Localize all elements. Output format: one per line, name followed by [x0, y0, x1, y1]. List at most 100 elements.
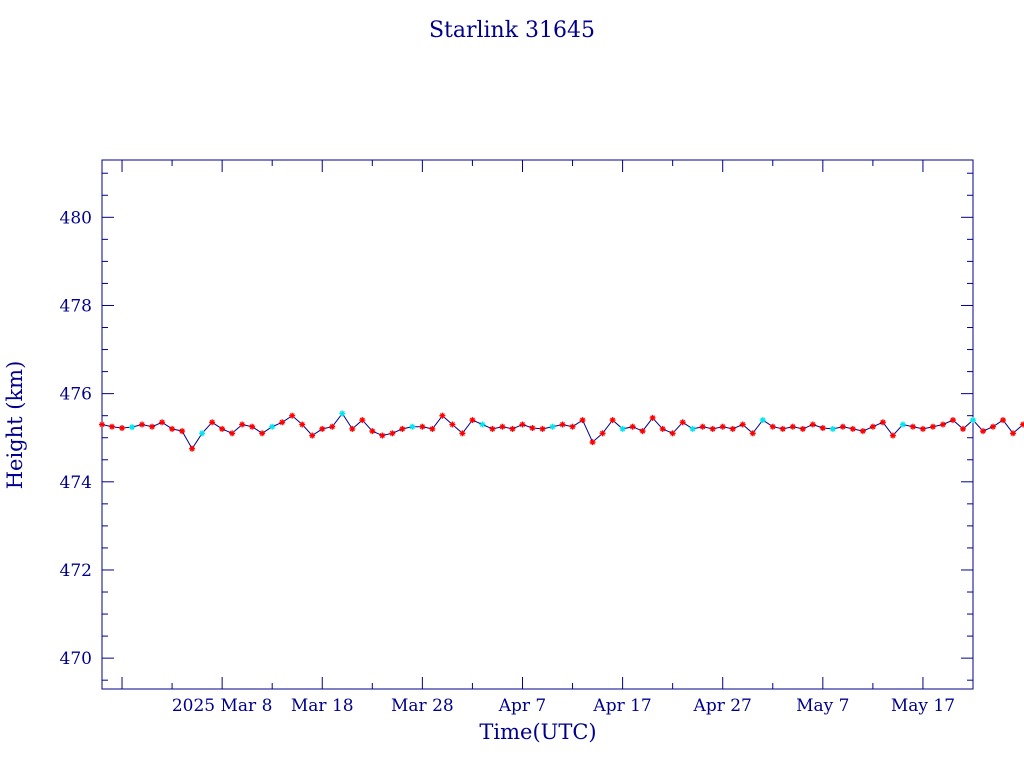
data-point — [189, 445, 196, 452]
data-point — [599, 430, 606, 437]
data-point — [279, 419, 286, 426]
data-point — [449, 421, 456, 428]
data-point — [759, 417, 766, 424]
data-point — [889, 432, 896, 439]
data-point — [579, 417, 586, 424]
data-point — [249, 423, 256, 430]
data-point — [869, 423, 876, 430]
y-tick-label: 476 — [60, 385, 92, 405]
data-point — [699, 423, 706, 430]
x-tick-label: May 7 — [796, 696, 849, 716]
data-point — [779, 425, 786, 432]
data-point — [219, 425, 226, 432]
data-point — [379, 432, 386, 439]
data-point — [619, 425, 626, 432]
y-tick-labels: 470 472 474 476 478 480 — [60, 208, 92, 669]
data-point — [459, 430, 466, 437]
data-point — [859, 428, 866, 435]
data-point — [119, 425, 126, 432]
data-point — [879, 419, 886, 426]
x-tick-label: Mar 28 — [391, 696, 454, 716]
data-point — [789, 423, 796, 430]
data-point — [369, 428, 376, 435]
data-point — [179, 428, 186, 435]
data-point — [409, 423, 416, 430]
data-point — [839, 423, 846, 430]
data-point — [559, 421, 566, 428]
data-point — [209, 419, 216, 426]
data-point — [509, 425, 516, 432]
data-point — [629, 423, 636, 430]
data-point — [479, 421, 486, 428]
x-axis-label: Time(UTC) — [479, 720, 596, 744]
data-point — [1000, 417, 1007, 424]
data-point — [149, 423, 156, 430]
y-axis-label: Height (km) — [3, 361, 27, 490]
data-point — [139, 421, 146, 428]
y-tick-label: 480 — [60, 208, 92, 228]
data-point — [799, 425, 806, 432]
x-tick-label: Apr 17 — [592, 696, 651, 716]
data-point — [679, 419, 686, 426]
data-point — [909, 423, 916, 430]
x-tick-label: 2025 Mar 8 — [172, 696, 273, 716]
y-tick-label: 478 — [60, 296, 92, 316]
data-point — [239, 421, 246, 428]
data-point — [99, 421, 105, 428]
data-point — [849, 425, 856, 432]
data-point — [1020, 421, 1024, 428]
data-point — [329, 423, 336, 430]
data-point — [980, 428, 987, 435]
data-point — [419, 423, 426, 430]
y-tick-label: 472 — [60, 561, 92, 581]
x-axis-ticks — [121, 160, 974, 689]
data-point — [719, 423, 726, 430]
data-point — [109, 423, 116, 430]
data-point — [169, 425, 176, 432]
data-point — [959, 425, 966, 432]
data-point — [429, 425, 436, 432]
data-point — [359, 417, 366, 424]
data-point — [589, 439, 596, 446]
data-point — [749, 430, 756, 437]
data-point — [669, 430, 676, 437]
y-axis-ticks — [102, 172, 973, 681]
data-point — [659, 425, 666, 432]
data-point — [259, 430, 266, 437]
data-point — [819, 425, 826, 432]
data-point — [1010, 430, 1017, 437]
x-tick-labels: 2025 Mar 8 Mar 18 Mar 28 Apr 7 Apr 17 Apr 27 M… — [172, 696, 955, 716]
data-point — [529, 425, 536, 432]
x-tick-label: Mar 18 — [291, 696, 354, 716]
data-point — [389, 430, 396, 437]
data-point — [199, 430, 206, 437]
y-tick-label: 470 — [60, 649, 92, 669]
data-point — [939, 421, 946, 428]
data-point — [469, 417, 476, 424]
data-point — [129, 424, 136, 431]
data-point — [549, 423, 556, 430]
data-point — [519, 421, 526, 428]
data-point — [639, 428, 646, 435]
data-point — [990, 423, 997, 430]
data-point — [769, 423, 776, 430]
data-point — [269, 423, 276, 430]
chart-title: Starlink 31645 — [429, 18, 595, 43]
data-point — [970, 417, 976, 424]
data-point — [919, 425, 926, 432]
data-point — [739, 421, 746, 428]
data-point — [299, 421, 306, 428]
data-point — [289, 412, 296, 419]
data-point — [649, 414, 656, 421]
data-point — [349, 425, 356, 432]
x-tick-label: May 17 — [891, 696, 955, 716]
series-height — [99, 410, 1024, 452]
data-point — [609, 417, 616, 424]
data-point — [569, 423, 576, 430]
data-point — [809, 421, 816, 428]
data-point — [949, 417, 956, 424]
data-point — [489, 425, 496, 432]
data-point — [929, 423, 936, 430]
data-point — [539, 425, 546, 432]
